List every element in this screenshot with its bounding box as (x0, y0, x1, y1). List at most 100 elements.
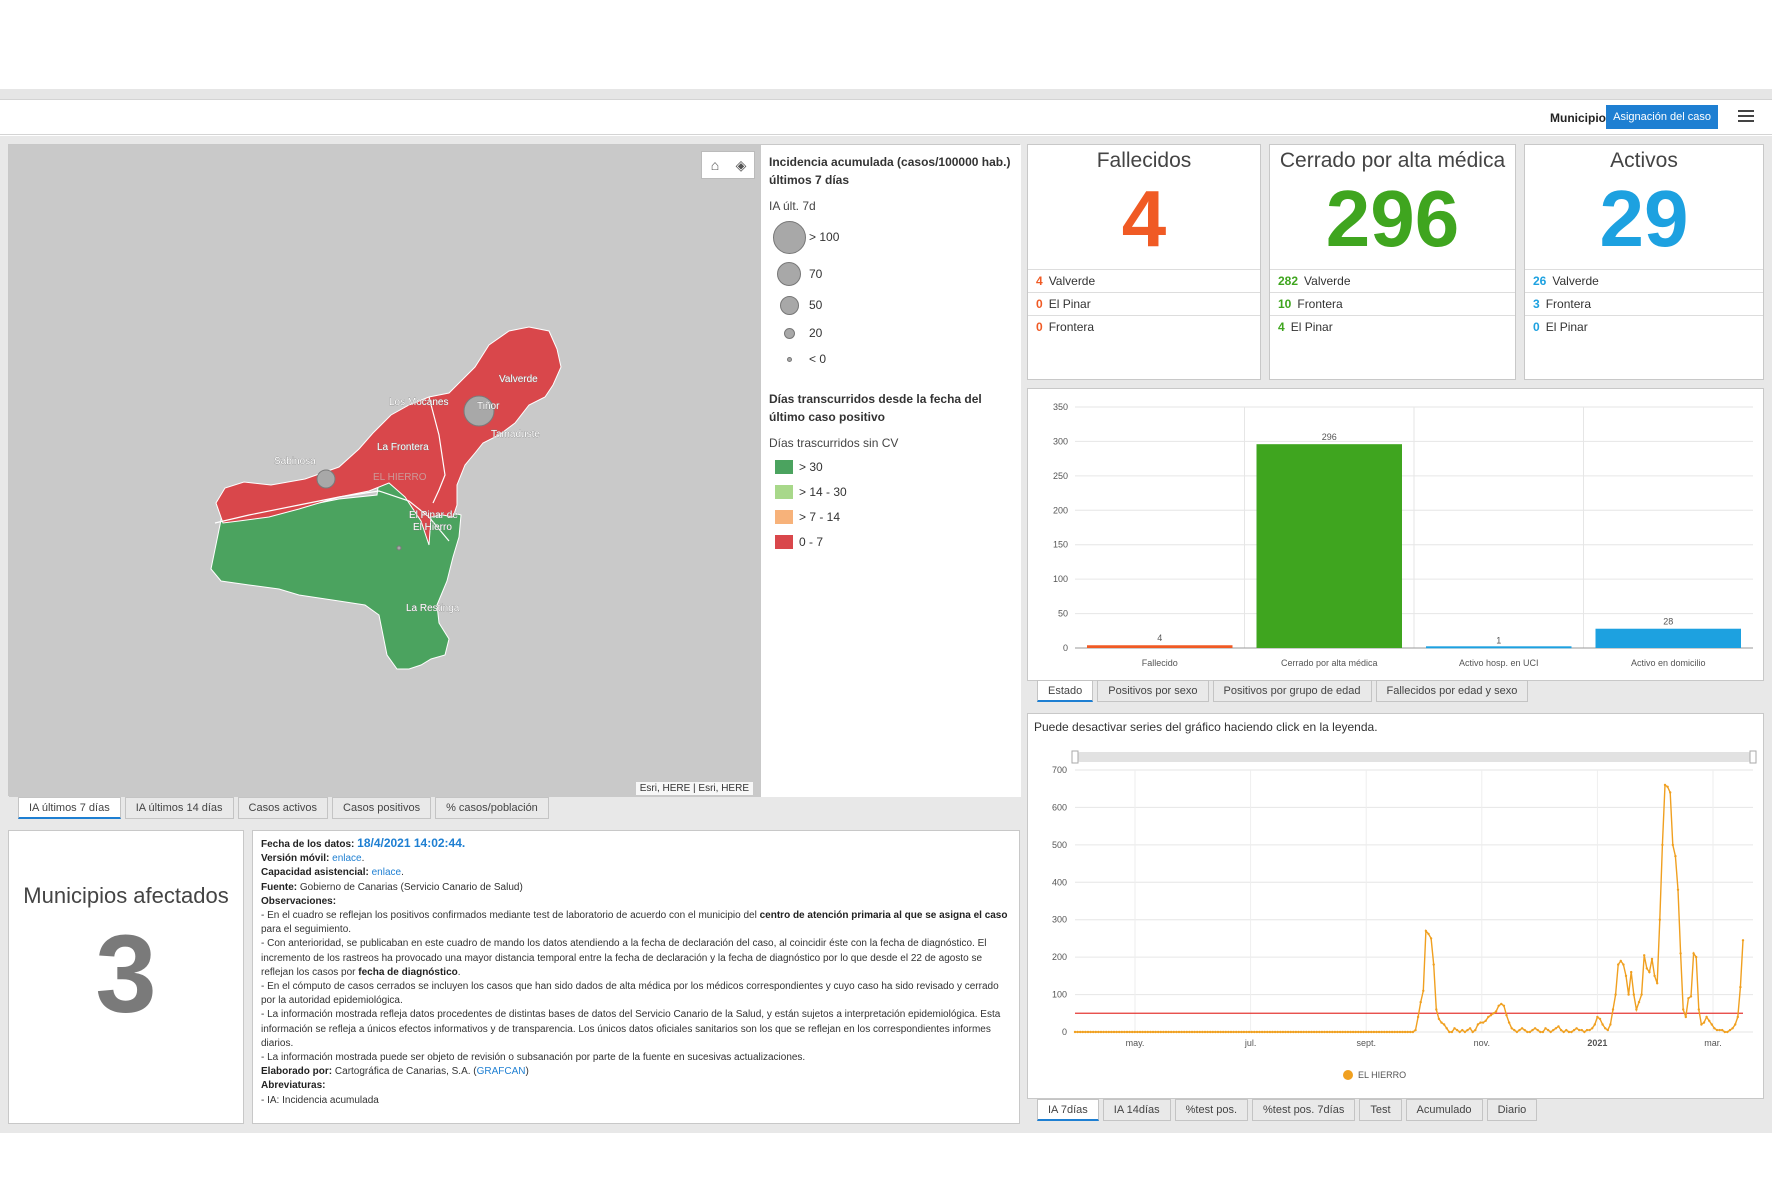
data-point (1658, 918, 1661, 921)
data-point (1341, 1030, 1344, 1034)
map-legend: Incidencia acumulada (casos/100000 hab.)… (761, 145, 1021, 797)
data-point (1653, 974, 1656, 978)
tab-estado[interactable]: Estado (1037, 680, 1094, 702)
data-point (1315, 1030, 1318, 1034)
data-point (1440, 1021, 1443, 1024)
place-label-el-pinar-1: El Pinar de (409, 510, 458, 521)
legend-size-row: < 0 (769, 346, 1013, 372)
grafcan-link[interactable]: GRAFCAN (476, 1066, 526, 1078)
version-link[interactable]: enlace (332, 853, 362, 865)
obs1c: para el seguimiento. (261, 924, 352, 936)
tab-diario[interactable]: Diario (1486, 1099, 1538, 1121)
data-point (1414, 1028, 1417, 1032)
bar-data-label: 296 (1322, 432, 1337, 442)
data-point (1255, 1030, 1259, 1034)
data-point (1362, 1030, 1365, 1034)
data-point (1338, 1030, 1342, 1034)
obs-label: Observaciones: (261, 895, 337, 907)
tab-fallecidos-edad-sexo[interactable]: Fallecidos por edad y sexo (1375, 680, 1529, 702)
data-point (1292, 1030, 1295, 1034)
info-abrev-label: Abreviaturas: (261, 1079, 1011, 1093)
kpi-cerrado-alta: Cerrado por alta médica 296 282 Valverde … (1269, 144, 1516, 380)
info-abrev-1: - IA: Incidencia acumulada (261, 1094, 379, 1106)
data-point (1323, 1030, 1326, 1034)
data-point (1554, 1027, 1558, 1030)
home-icon[interactable]: ⌂ (710, 157, 720, 173)
asignacion-selector-button[interactable]: Asignación del caso (1606, 105, 1718, 129)
line-tabs: IA 7días IA 14días %test pos. %test pos.… (1037, 1099, 1538, 1121)
place-label-sabinosa: Sabinosa (274, 456, 316, 467)
data-point (1666, 785, 1669, 788)
data-point (1453, 1027, 1456, 1030)
data-point (1073, 1030, 1077, 1034)
data-point (1206, 1030, 1209, 1034)
zoom-handle-right (1749, 750, 1757, 764)
data-point (1193, 1030, 1196, 1034)
tab-casos-activos[interactable]: Casos activos (237, 797, 329, 819)
data-point (1575, 1027, 1578, 1030)
bar (1256, 444, 1402, 648)
data-point (1354, 1030, 1357, 1034)
data-point (1094, 1030, 1097, 1034)
tab-casos-positivos[interactable]: Casos positivos (332, 797, 432, 819)
legend-swatch-red (775, 534, 793, 549)
line-xtick-label: 2021 (1587, 1038, 1607, 1048)
kpi-value: 4 (1121, 174, 1167, 263)
data-point (1726, 1030, 1729, 1034)
tab-positivos-sexo[interactable]: Positivos por sexo (1097, 680, 1209, 702)
bar-category-label: Cerrado por alta médica (1281, 658, 1378, 668)
data-point (1310, 1030, 1313, 1034)
layers-icon[interactable]: ◈ (735, 156, 747, 173)
data-point (1536, 1028, 1539, 1032)
bar-ytick-label: 100 (1053, 574, 1068, 584)
data-point (1247, 1030, 1251, 1034)
data-point (1471, 1030, 1474, 1034)
elab-end: ) (525, 1066, 529, 1078)
legend-circle-70 (777, 261, 801, 286)
place-label-valverde: Valverde (499, 374, 538, 385)
line-ytick-label: 500 (1052, 840, 1067, 850)
data-point (1585, 1028, 1589, 1032)
bar-ytick-label: 300 (1053, 436, 1068, 446)
data-point (1180, 1030, 1183, 1034)
capacidad-label: Capacidad asistencial: (261, 867, 369, 879)
tab-casos-poblacion[interactable]: % casos/población (435, 797, 549, 819)
data-point (1349, 1030, 1352, 1034)
tab-positivos-edad[interactable]: Positivos por grupo de edad (1212, 680, 1372, 702)
tab-test[interactable]: Test (1359, 1099, 1402, 1121)
kpi-breakdown: 26 Valverde 3 Frontera 0 El Pinar (1525, 269, 1763, 339)
kpi-row-name: Frontera (1048, 320, 1095, 335)
data-point (1487, 1015, 1490, 1019)
data-point (1159, 1030, 1162, 1034)
obs2a: - Con anterioridad, se publicaban en est… (261, 938, 987, 978)
capacidad-link[interactable]: enlace (371, 867, 402, 879)
data-point (1559, 1028, 1563, 1032)
data-point (1518, 1028, 1521, 1032)
version-label: Versión móvil: (261, 853, 330, 865)
data-point (1728, 1028, 1732, 1032)
data-point (1144, 1030, 1147, 1034)
data-point (1520, 1027, 1524, 1030)
tab-test-pos-7dias[interactable]: %test pos. 7días (1252, 1099, 1356, 1121)
data-point (1102, 1030, 1105, 1034)
tab-acumulado[interactable]: Acumulado (1405, 1099, 1483, 1121)
tab-test-pos[interactable]: %test pos. (1174, 1099, 1248, 1121)
tab-ia-14dias[interactable]: IA 14días (1102, 1099, 1171, 1121)
data-point (1583, 1030, 1586, 1034)
tab-ia-7dias[interactable]: IA 7días (1037, 1099, 1099, 1121)
top-strip (0, 89, 1772, 99)
data-point (1385, 1030, 1389, 1034)
data-point (1513, 1028, 1516, 1032)
data-point (1409, 1030, 1412, 1034)
tab-ia-7-dias[interactable]: IA últimos 7 días (18, 797, 121, 819)
data-point (1635, 1008, 1638, 1011)
data-point (1164, 1030, 1168, 1034)
hamburger-menu-icon[interactable] (1738, 108, 1754, 124)
map-canvas[interactable]: Valverde Los Mocanes Tiñor Tamaduste La … (9, 145, 761, 797)
kpi-value: 296 (1325, 174, 1460, 263)
tab-ia-14-dias[interactable]: IA últimos 14 días (124, 797, 234, 819)
data-point (1539, 1030, 1542, 1034)
kpi-value: 29 (1599, 174, 1689, 263)
kpi-row-name: Valverde (1552, 274, 1599, 288)
data-point (1128, 1030, 1131, 1034)
